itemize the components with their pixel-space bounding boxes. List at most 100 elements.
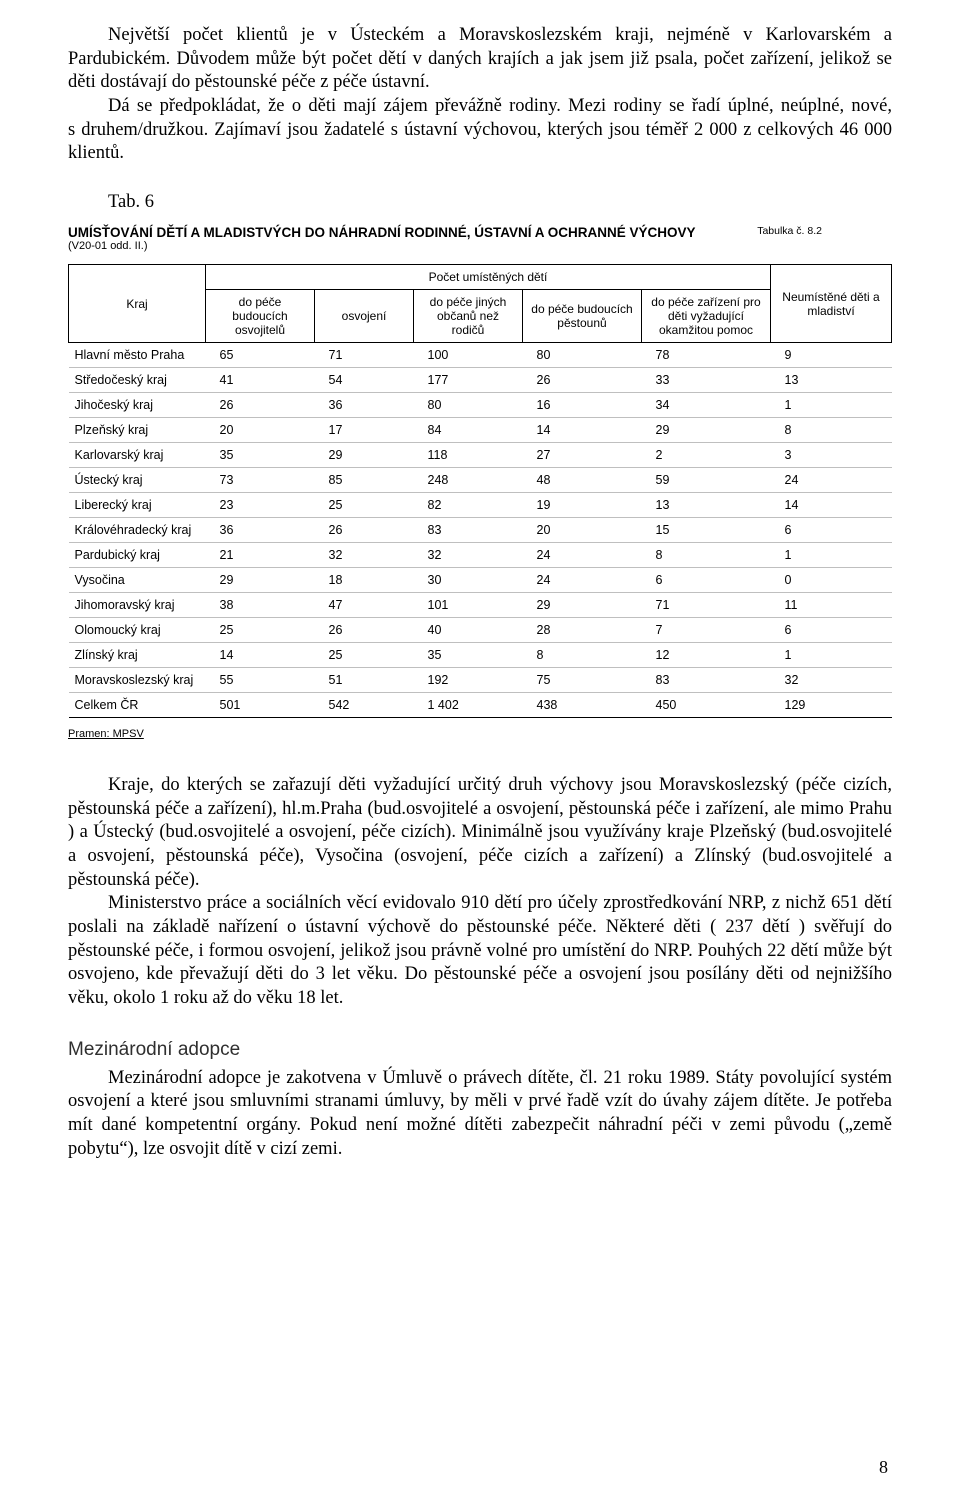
table-cell: 75 xyxy=(523,668,642,693)
table-cell: 542 xyxy=(315,693,414,718)
table-cell: 1 402 xyxy=(414,693,523,718)
table-cell: 26 xyxy=(206,393,315,418)
table-cell: 192 xyxy=(414,668,523,693)
after-paragraph-1: Kraje, do kterých se zařazují děti vyžad… xyxy=(68,774,892,892)
table-row: Moravskoslezský kraj5551192758332 xyxy=(69,668,892,693)
table-reference: Tabulka č. 8.2 xyxy=(757,225,822,237)
table-cell: Pardubický kraj xyxy=(69,543,206,568)
table-cell: 2 xyxy=(642,443,771,468)
table-cell: 1 xyxy=(771,543,892,568)
table-cell: 18 xyxy=(315,568,414,593)
table-cell: 100 xyxy=(414,343,523,368)
table-cell: 7 xyxy=(642,618,771,643)
table-cell: Zlínský kraj xyxy=(69,643,206,668)
table-row: Karlovarský kraj35291182723 xyxy=(69,443,892,468)
table-cell: 16 xyxy=(523,393,642,418)
table-cell: 1 xyxy=(771,393,892,418)
table-cell: 24 xyxy=(523,543,642,568)
page-number: 8 xyxy=(879,1457,888,1478)
table-cell: 177 xyxy=(414,368,523,393)
table-cell: 25 xyxy=(206,618,315,643)
col-header-e: do péče zařízení pro děti vyžadující oka… xyxy=(642,290,771,343)
table-cell: 33 xyxy=(642,368,771,393)
table-cell: 129 xyxy=(771,693,892,718)
table-cell: 35 xyxy=(414,643,523,668)
table-row: Středočeský kraj4154177263313 xyxy=(69,368,892,393)
col-header-banner: Počet umístěných dětí xyxy=(206,265,771,290)
table-cell: 32 xyxy=(414,543,523,568)
table-cell: 35 xyxy=(206,443,315,468)
table-cell: 26 xyxy=(315,618,414,643)
table-row: Zlínský kraj1425358121 xyxy=(69,643,892,668)
table-cell: 118 xyxy=(414,443,523,468)
table-cell: 82 xyxy=(414,493,523,518)
table-row: Plzeňský kraj20178414298 xyxy=(69,418,892,443)
table-cell: 30 xyxy=(414,568,523,593)
table-cell: 80 xyxy=(414,393,523,418)
col-header-b: osvojení xyxy=(315,290,414,343)
table-cell: 438 xyxy=(523,693,642,718)
table-cell: 3 xyxy=(771,443,892,468)
table-cell: 71 xyxy=(642,593,771,618)
table-cell: 51 xyxy=(315,668,414,693)
table-cell: 6 xyxy=(771,618,892,643)
table-cell: 48 xyxy=(523,468,642,493)
table-cell: 101 xyxy=(414,593,523,618)
table-cell: Karlovarský kraj xyxy=(69,443,206,468)
table-cell: 41 xyxy=(206,368,315,393)
table-cell: 6 xyxy=(642,568,771,593)
table-cell: 80 xyxy=(523,343,642,368)
table-cell: 24 xyxy=(523,568,642,593)
col-header-d: do péče budoucích pěstounů xyxy=(523,290,642,343)
section-paragraph: Mezinárodní adopce je zakotvena v Úmluvě… xyxy=(68,1067,892,1162)
table-total-row: Celkem ČR5015421 402438450129 xyxy=(69,693,892,718)
table-cell: 8 xyxy=(642,543,771,568)
table-cell: 15 xyxy=(642,518,771,543)
table-cell: 14 xyxy=(771,493,892,518)
table-cell: 78 xyxy=(642,343,771,368)
table-cell: Olomoucký kraj xyxy=(69,618,206,643)
table-cell: 20 xyxy=(523,518,642,543)
table-cell: 14 xyxy=(206,643,315,668)
table-cell: 27 xyxy=(523,443,642,468)
table-cell: 32 xyxy=(771,668,892,693)
table-cell: 8 xyxy=(523,643,642,668)
section-heading: Mezinárodní adopce xyxy=(68,1039,892,1061)
table-cell: 14 xyxy=(523,418,642,443)
table-cell: 24 xyxy=(771,468,892,493)
table-cell: Plzeňský kraj xyxy=(69,418,206,443)
table-row: Jihočeský kraj26368016341 xyxy=(69,393,892,418)
table-cell: 29 xyxy=(315,443,414,468)
table-cell: 8 xyxy=(771,418,892,443)
table-cell: 19 xyxy=(523,493,642,518)
table-cell: 84 xyxy=(414,418,523,443)
table-label: Tab. 6 xyxy=(108,192,892,213)
table-cell: 25 xyxy=(315,493,414,518)
table-cell: 40 xyxy=(414,618,523,643)
table-cell: 501 xyxy=(206,693,315,718)
table-row: Hlavní město Praha657110080789 xyxy=(69,343,892,368)
table-cell: 17 xyxy=(315,418,414,443)
table-cell: 54 xyxy=(315,368,414,393)
table-cell: 11 xyxy=(771,593,892,618)
table-cell: 36 xyxy=(206,518,315,543)
table-cell: 6 xyxy=(771,518,892,543)
table-row: Královéhradecký kraj36268320156 xyxy=(69,518,892,543)
table-cell: 23 xyxy=(206,493,315,518)
table-cell: Moravskoslezský kraj xyxy=(69,668,206,693)
table-cell: 28 xyxy=(523,618,642,643)
table-cell: 13 xyxy=(642,493,771,518)
table-cell: 32 xyxy=(315,543,414,568)
intro-paragraph-1: Největší počet klientů je v Ústeckém a M… xyxy=(68,24,892,95)
table-cell: 55 xyxy=(206,668,315,693)
table-cell: 85 xyxy=(315,468,414,493)
table-row: Jihomoravský kraj3847101297111 xyxy=(69,593,892,618)
table-cell: 38 xyxy=(206,593,315,618)
table-cell: 71 xyxy=(315,343,414,368)
after-paragraph-2: Ministerstvo práce a sociálních věcí evi… xyxy=(68,892,892,1010)
table-cell: 9 xyxy=(771,343,892,368)
col-header-kraj: Kraj xyxy=(69,265,206,343)
table-cell: 83 xyxy=(414,518,523,543)
table-cell: 21 xyxy=(206,543,315,568)
table-cell: 59 xyxy=(642,468,771,493)
